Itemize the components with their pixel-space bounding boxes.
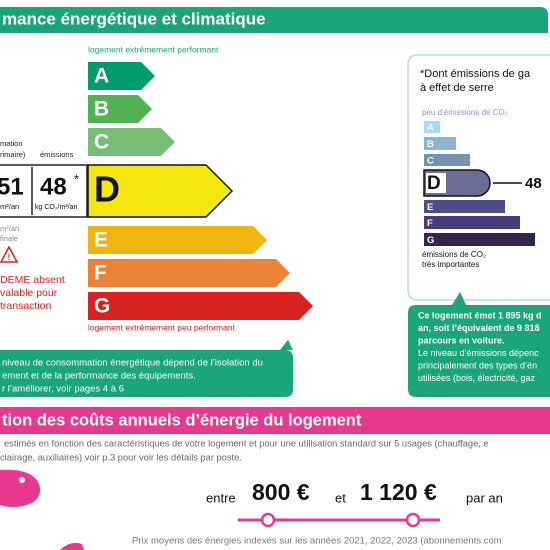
energy-top-label: logement extrêmement performant [88,44,219,54]
ghg-note-line: à effet de serre [420,82,494,94]
consumption-unit: m²/an [0,202,19,211]
energy-class-bar [88,95,152,123]
range-low-dot [260,512,276,528]
ghg-note-bold: parcours en voiture. [418,335,505,345]
emissions-label: émissions [40,150,74,159]
ghg-class-bar [424,200,505,213]
note-pointer [452,292,466,305]
energy-class-bar [88,128,175,156]
energy-note-line: niveau de consommation énergétique dépen… [2,358,263,369]
ghg-class-letter: A [427,123,434,134]
warning-line: transaction [0,300,52,312]
warning-icon [0,245,19,263]
note-pointer [280,340,293,350]
ghg-note-line: utilisées (bois, électricité, gaz [418,373,536,383]
energy-class-bar [87,164,234,218]
value-box [0,164,88,218]
final-label: finale [0,234,18,243]
energy-class-letter: D [94,169,120,210]
ghg-class-letter: D [427,173,441,194]
consumption-sub: rimaire) [0,150,26,159]
costs-description: clairage, auxiliaires) voir p.3 pour voi… [0,452,242,462]
energy-class-bar [88,226,267,254]
ghg-note-line: *Dont émissions de ga [420,68,531,80]
ghg-note-bold: an, soit l’équivalent de 9 818 [418,323,540,333]
energy-class-bar [88,259,290,287]
ghg-class-letter: C [427,156,434,167]
costs-and: et [335,490,346,505]
consumption-value: 51 [0,173,24,200]
costs-high: 1 120 € [360,479,437,505]
energy-class-bar [88,292,313,320]
ghg-note-bold: Ce logement émet 1 895 kg d [418,310,542,320]
ghg-value: 48 [525,175,542,192]
costs-low: 800 € [252,479,310,505]
costs-description: estimés en fonction des caractéristiques… [4,438,489,448]
energy-class-letter: G [94,295,110,318]
asterisk: * [74,171,79,186]
ghg-class-letter: B [427,139,434,150]
ghg-class-letter: E [427,202,433,213]
ghg-note-line: Le niveau d’émissions dépenc [418,348,539,358]
energy-class-letter: E [94,229,108,252]
energy-class-letter: F [94,262,107,285]
ghg-class-bar [424,137,456,150]
deco-shape [60,542,84,550]
ghg-note-line: principalement des types d’én [418,360,537,370]
ghg-bottom-label: très importantes [422,260,479,269]
emissions-unit: kg CO₂/m²/an [35,204,78,211]
warning-mark: ! [8,253,11,262]
piggy-eye [19,477,25,483]
energy-bottom-label: logement extrêmement peu performant [88,322,236,332]
costs-footnote: Prix moyens des énergies indexés sur les… [132,536,502,547]
energy-note-line: r l’améliorer, voir pages 4 à 6 [2,384,124,395]
header-title: mance énergétique et climatique [2,9,266,28]
range-high-dot [405,512,421,528]
costs-per: par an [466,490,503,505]
consumption-label: mation [0,139,23,148]
energy-class-letter: B [94,98,109,121]
header-bar [0,7,548,33]
ghg-class-bar [424,154,470,166]
energy-note-line: ement et de la performance des équipemen… [2,371,196,382]
ghg-letter-box [426,173,446,193]
final-unit: m²/an [0,224,19,233]
ghg-class-letter: F [427,218,433,229]
ghg-class-bar [424,121,440,133]
emissions-value: 48 [40,173,67,200]
warning-line: DEME absent [0,274,65,286]
energy-class-letter: A [94,65,109,88]
costs-title: tion des coûts annuels d’énergie du loge… [2,411,362,429]
piggy-icon [0,469,40,508]
energy-class-letter: C [94,131,109,154]
ghg-note-box [408,305,550,397]
energy-note-box [0,350,293,397]
energy-class-bar [88,62,155,90]
costs-between: entre [206,490,236,505]
costs-bar [0,407,550,434]
ghg-class-letter: G [427,235,434,246]
ghg-top-label: peu d’émissions de CO₂ [422,108,508,117]
ghg-class-bar [424,216,520,229]
ghg-bottom-label: émissions de CO₂ [422,250,486,259]
ghg-note: Ce logement émet 1 895 kg d an, soit l’éq… [418,310,542,383]
warning-line: valable pour [0,287,58,299]
ghg-class-bar [424,233,535,246]
